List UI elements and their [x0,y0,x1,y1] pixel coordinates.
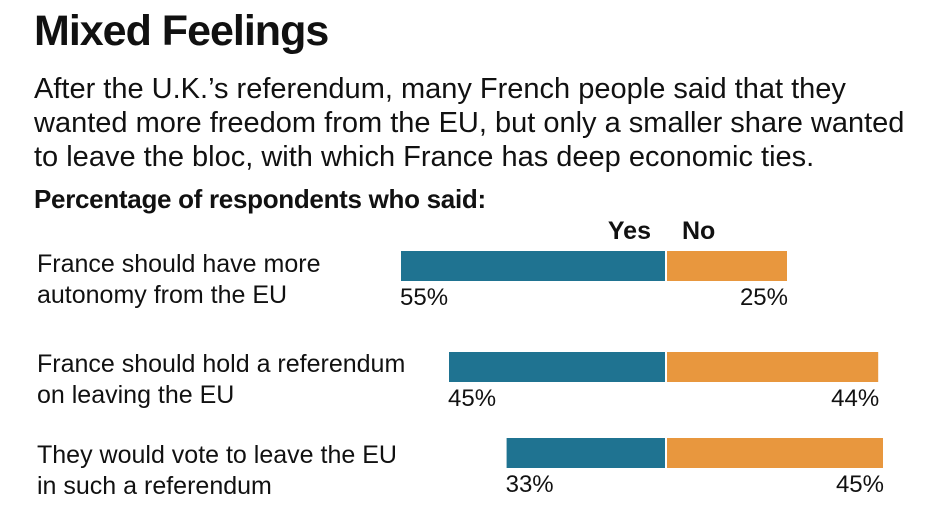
chart-title: Mixed Feelings [34,7,329,55]
bar-yes-autonomy [401,251,665,281]
bar-yes-vote-leave [506,438,665,468]
category-label-autonomy: France should have more autonomy from th… [37,250,321,309]
bar-no-referendum [667,352,879,382]
bar-no-autonomy [667,251,787,281]
value-label-yes-vote-leave: 33% [506,471,554,498]
chart-subheading: Percentage of respondents who said: [34,184,486,214]
bar-yes-referendum [449,352,665,382]
chart-subtitle: After the U.K.’s referendum, many French… [34,73,905,173]
value-label-no-vote-leave: 45% [836,471,884,498]
category-label-vote-leave: They would vote to leave the EU in such … [37,441,397,500]
value-label-yes-referendum: 45% [448,385,496,412]
value-label-yes-autonomy: 55% [400,284,448,311]
bar-no-vote-leave [667,438,883,468]
category-label-referendum: France should hold a referendum on leavi… [37,350,406,409]
value-label-no-autonomy: 25% [740,284,788,311]
value-label-no-referendum: 44% [831,385,879,412]
legend-yes: Yes [607,217,651,245]
legend-no: No [682,217,716,245]
